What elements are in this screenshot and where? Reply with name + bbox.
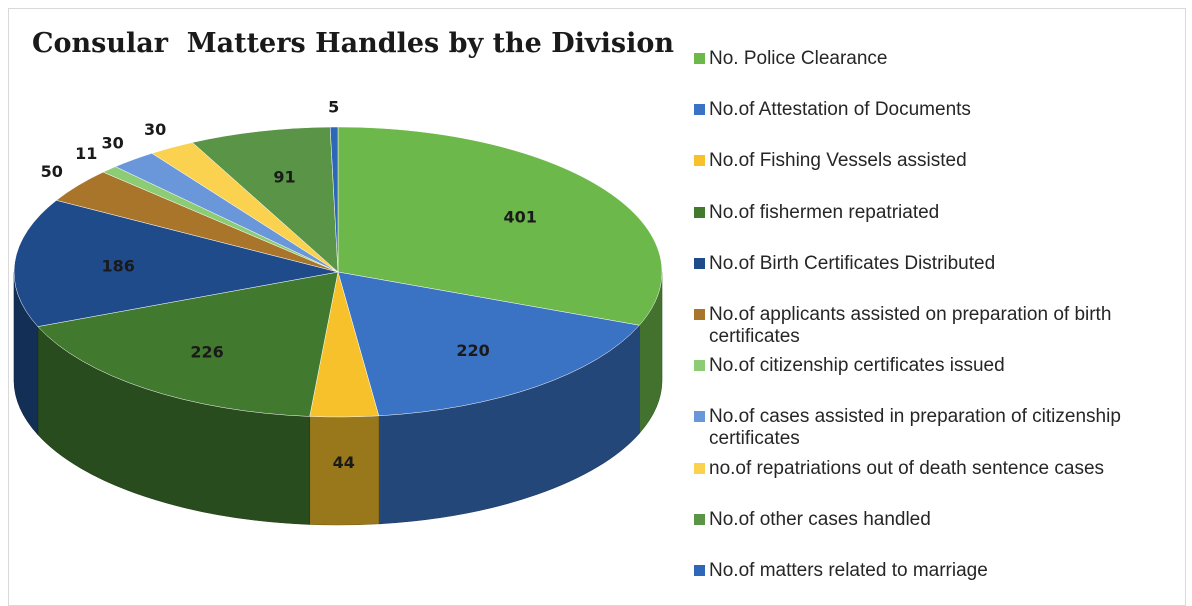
data-label-no-of-other-cases-handled: 91 <box>273 167 295 186</box>
legend-label: No.of Birth Certificates Distributed <box>709 252 996 274</box>
pie-slice-no-of-other-cases-handled <box>191 126 339 273</box>
data-label-no-of-applicants-assisted-on-preparation-of-birth-certificates: 50 <box>41 162 63 181</box>
pie-top-faces <box>13 126 663 418</box>
data-label-no-of-fishermen-repatriated: 226 <box>190 342 223 361</box>
legend-label: No.of applicants assisted on preparation… <box>709 304 1112 347</box>
legend-swatch <box>694 411 705 423</box>
pie-slice-no-of-matters-related-to-marriage <box>329 126 339 273</box>
legend-swatch <box>694 309 705 320</box>
legend-label: No.of fishermen repatriated <box>709 201 940 223</box>
legend-swatch <box>694 360 705 372</box>
data-label-no-of-matters-related-to-marriage: 5 <box>328 98 339 117</box>
data-label-no-of-cases-assisted-in-preparation-of-citizenship-certificates: 30 <box>101 133 123 152</box>
data-label-no-police-clearance: 401 <box>503 208 536 227</box>
legend-label: No. Police Clearance <box>709 48 888 69</box>
data-label-no-of-citizenship-certificates-issued: 11 <box>75 144 97 163</box>
legend-label: No.of Fishing Vessels assisted <box>709 150 967 172</box>
legend-swatch <box>694 104 705 116</box>
chart-title: Consular Matters Handles by the Division <box>32 28 674 59</box>
legend-label: no.of repatriations out of death sentenc… <box>709 457 1105 479</box>
data-label-no-of-attestation-of-documents: 220 <box>456 341 489 360</box>
legend-swatch <box>694 206 705 218</box>
legend-label: No.of other cases handled <box>709 508 931 530</box>
pie-slice-no-of-attestation-of-documents <box>337 271 640 417</box>
legend-label: No.of citizenship certificates issued <box>709 355 1005 377</box>
pie-slice-no-of-fishermen-repatriated <box>37 271 339 417</box>
legend-label: No.of Attestation of Documents <box>709 99 971 121</box>
data-label-no-of-repatriations-out-of-death-sentence-cases: 30 <box>144 120 166 139</box>
legend-swatch <box>694 257 705 269</box>
legend-label: No.of matters related to marriage <box>709 560 988 581</box>
data-label-no-of-birth-certificates-distributed: 186 <box>101 257 134 276</box>
pie-slice-no-of-birth-certificates-distributed <box>13 200 339 327</box>
pie-slice-no-police-clearance <box>337 126 663 326</box>
legend-swatch <box>694 513 705 525</box>
legend-swatch <box>694 53 705 64</box>
legend-swatch <box>694 565 705 576</box>
legend-swatch <box>694 462 705 474</box>
pie-side-walls <box>13 271 663 526</box>
legend-swatch <box>694 155 705 167</box>
data-label-no-of-fishing-vessels-assisted: 44 <box>333 453 355 472</box>
legend-label: No.of cases assisted in preparation of c… <box>709 406 1121 450</box>
